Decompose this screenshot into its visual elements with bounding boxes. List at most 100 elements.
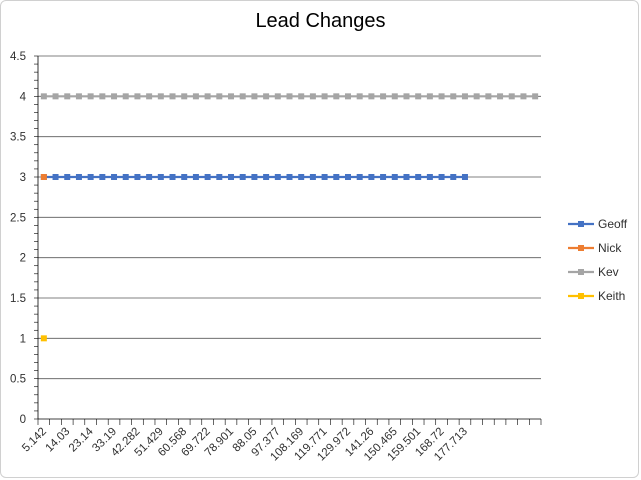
data-point-geoff [344, 174, 351, 180]
data-point-kev [532, 93, 539, 100]
data-point-kev [286, 93, 293, 100]
data-point-kev [380, 93, 387, 100]
data-point-kev [228, 93, 235, 100]
data-point-kev [111, 93, 118, 100]
data-point-kev [497, 93, 504, 100]
data-point-kev [309, 93, 316, 100]
legend-label-geoff: Geoff [598, 217, 628, 231]
data-point-kev [216, 93, 223, 100]
legend-label-kev: Kev [598, 265, 619, 279]
data-point-geoff [426, 174, 433, 180]
data-point-kev [146, 93, 153, 100]
data-point-kev [157, 93, 164, 100]
y-tick-label: 1 [20, 333, 26, 345]
y-tick-label: 2.5 [10, 212, 26, 224]
data-point-kev [473, 93, 480, 100]
data-point-kev [204, 93, 211, 100]
y-tick-label: 0 [20, 414, 26, 426]
data-point-kev [356, 93, 363, 100]
data-point-geoff [239, 174, 246, 180]
data-point-geoff [228, 174, 235, 180]
data-point-kev [192, 93, 199, 100]
x-tick-label: 5.142 [20, 426, 49, 455]
data-point-kev [122, 93, 129, 100]
data-point-geoff [181, 174, 188, 180]
data-point-geoff [111, 174, 118, 180]
data-point-kev [344, 93, 351, 100]
data-point-geoff [438, 174, 445, 180]
data-point-kev [99, 93, 106, 100]
legend-marker-keith [578, 293, 584, 299]
data-point-geoff [403, 174, 410, 180]
data-point-geoff [263, 174, 270, 180]
data-point-kev [274, 93, 281, 100]
data-point-geoff [216, 174, 223, 180]
legend-label-nick: Nick [598, 241, 622, 255]
data-point-kev [461, 93, 468, 100]
data-point-geoff [134, 174, 141, 180]
data-point-geoff [251, 174, 258, 180]
data-point-kev [403, 93, 410, 100]
data-point-geoff [157, 174, 164, 180]
y-tick-label: 0.5 [10, 374, 26, 386]
data-point-kev [263, 93, 270, 100]
data-point-geoff [321, 174, 328, 180]
data-point-kev [321, 93, 328, 100]
data-point-kev [450, 93, 457, 100]
legend-marker-kev [578, 269, 584, 275]
legend-label-keith: Keith [598, 289, 625, 303]
data-point-kev [391, 93, 398, 100]
data-point-geoff [309, 174, 316, 180]
data-point-kev [368, 93, 375, 100]
data-point-geoff [333, 174, 340, 180]
data-point-kev [239, 93, 246, 100]
data-point-geoff [356, 174, 363, 180]
data-point-geoff [274, 174, 281, 180]
data-point-geoff [146, 174, 153, 180]
data-point-kev [64, 93, 71, 100]
data-point-kev [438, 93, 445, 100]
data-point-kev [426, 93, 433, 100]
data-point-geoff [99, 174, 106, 180]
data-point-kev [134, 93, 141, 100]
data-point-kev [52, 93, 59, 100]
data-point-geoff [298, 174, 305, 180]
chart-title: Lead Changes [255, 10, 386, 32]
data-point-geoff [52, 174, 59, 180]
data-point-geoff [286, 174, 293, 180]
data-point-kev [333, 93, 340, 100]
data-point-geoff [415, 174, 422, 180]
y-tick-label: 3.5 [10, 132, 26, 144]
data-point-nick [40, 174, 47, 180]
data-point-geoff [122, 174, 129, 180]
data-point-geoff [450, 174, 457, 180]
y-tick-label: 3 [20, 172, 26, 184]
data-point-kev [169, 93, 176, 100]
data-point-kev [75, 93, 82, 100]
data-point-kev [40, 93, 47, 100]
data-point-kev [485, 93, 492, 100]
y-tick-label: 2 [20, 253, 26, 265]
data-point-geoff [368, 174, 375, 180]
data-point-geoff [192, 174, 199, 180]
x-tick-label: 23.14 [67, 425, 96, 454]
data-point-keith [40, 335, 47, 342]
data-point-geoff [169, 174, 176, 180]
x-tick-label: 14.03 [44, 426, 73, 455]
data-point-geoff [461, 174, 468, 180]
data-point-kev [415, 93, 422, 100]
y-tick-label: 4.5 [10, 51, 26, 63]
y-tick-label: 1.5 [10, 293, 26, 305]
data-point-geoff [64, 174, 71, 180]
data-point-geoff [380, 174, 387, 180]
y-tick-label: 4 [20, 91, 27, 103]
data-point-geoff [75, 174, 82, 180]
data-point-kev [520, 93, 527, 100]
data-point-kev [251, 93, 258, 100]
legend-marker-nick [578, 245, 584, 251]
data-point-kev [87, 93, 94, 100]
data-point-geoff [391, 174, 398, 180]
data-point-geoff [87, 174, 94, 180]
